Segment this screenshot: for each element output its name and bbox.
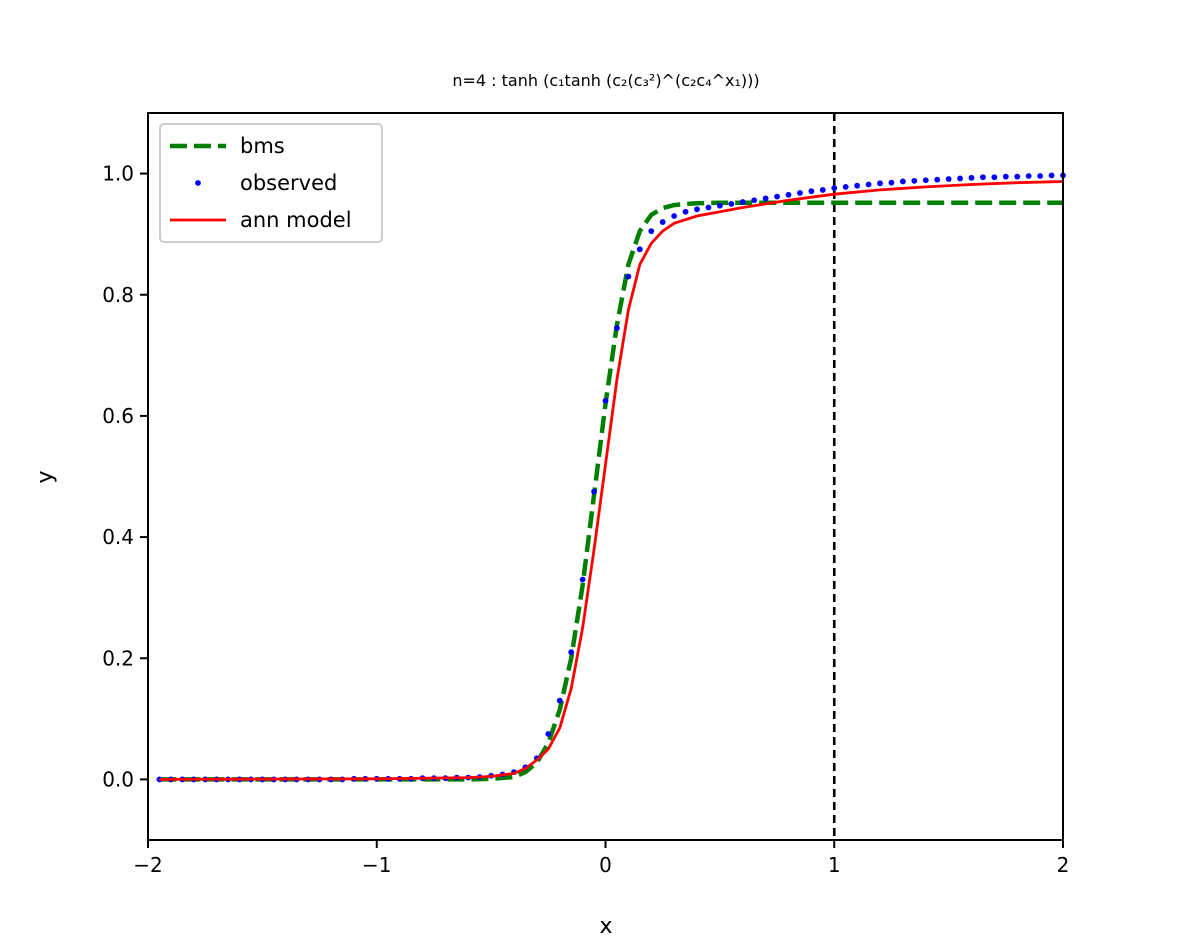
legend-label: observed — [240, 171, 337, 195]
series-point-observed — [1014, 173, 1021, 180]
series-point-observed — [648, 228, 655, 235]
series-line-bms — [159, 200, 1063, 782]
series-point-observed — [591, 488, 597, 495]
series-point-observed — [602, 397, 609, 404]
series-point-observed — [614, 325, 620, 331]
series-point-observed — [716, 202, 723, 209]
series-point-observed — [980, 174, 986, 181]
plot-area — [156, 113, 1066, 840]
series-line-ann-model — [159, 180, 1064, 781]
x-tick-label: 2 — [1057, 853, 1070, 877]
series-point-observed — [797, 190, 803, 196]
series-point-observed — [774, 193, 780, 200]
series-point-observed — [899, 178, 906, 185]
series-point-observed — [728, 200, 735, 207]
series-point-observed — [831, 185, 838, 192]
series-point-observed — [934, 176, 941, 183]
legend-label: ann model — [240, 208, 352, 232]
series-point-observed — [625, 273, 632, 280]
series-point-observed — [991, 174, 998, 181]
y-tick-label: 0.2 — [102, 646, 134, 670]
series-point-observed — [922, 177, 929, 184]
y-tick-label: 0.8 — [102, 283, 134, 307]
series-point-observed — [762, 195, 769, 202]
x-tick-label: −2 — [133, 853, 162, 877]
series-point-observed — [785, 191, 792, 198]
legend-swatch-observed — [195, 180, 201, 186]
legend-label: bms — [240, 134, 285, 158]
series-point-observed — [854, 182, 861, 189]
y-tick-label: 0.0 — [102, 767, 134, 791]
series-point-observed — [888, 179, 895, 186]
series-point-observed — [819, 187, 826, 193]
y-axis-label: y — [33, 470, 58, 483]
series-point-observed — [556, 697, 563, 704]
series-point-observed — [842, 184, 849, 190]
x-tick-label: −1 — [362, 853, 391, 877]
x-axis-label: x — [599, 914, 612, 939]
legend-box — [159, 123, 383, 243]
series-point-observed — [911, 177, 918, 184]
series-point-observed — [579, 576, 586, 583]
y-tick-label: 1.0 — [102, 162, 134, 186]
chart-title: n=4 : tanh (c₁tanh (c₂(c₃²)^(c₂c₄^x₁))) — [452, 71, 759, 90]
series-point-observed — [968, 174, 975, 181]
series-point-observed — [545, 731, 552, 737]
series-point-observed — [568, 649, 575, 656]
series-point-observed — [739, 199, 746, 205]
series-point-observed — [1025, 173, 1032, 179]
series-point-observed — [671, 213, 678, 219]
series-point-observed — [682, 208, 689, 215]
series-point-observed — [877, 180, 883, 187]
series-point-observed — [1002, 173, 1009, 180]
series-point-observed — [694, 206, 700, 213]
series-point-observed — [636, 246, 643, 253]
series-point-observed — [705, 204, 712, 211]
legend: bms observed ann model — [159, 123, 383, 243]
x-tick-label: 1 — [828, 853, 841, 877]
y-tick-label: 0.6 — [102, 404, 134, 428]
x-tick-label: 0 — [599, 853, 612, 877]
series-point-observed — [1048, 172, 1055, 179]
series-point-observed — [1037, 173, 1044, 179]
series-point-observed — [945, 176, 952, 182]
axis-ticks: −2 −1 0 1 2 0.0 0.2 0.4 0.6 0.8 1.0 — [102, 162, 1069, 877]
series-point-observed — [659, 219, 666, 225]
series-point-observed — [957, 175, 963, 182]
y-tick-label: 0.4 — [102, 525, 134, 549]
series-point-observed — [865, 181, 872, 188]
series-point-observed — [751, 197, 758, 204]
series-point-observed — [808, 188, 815, 195]
